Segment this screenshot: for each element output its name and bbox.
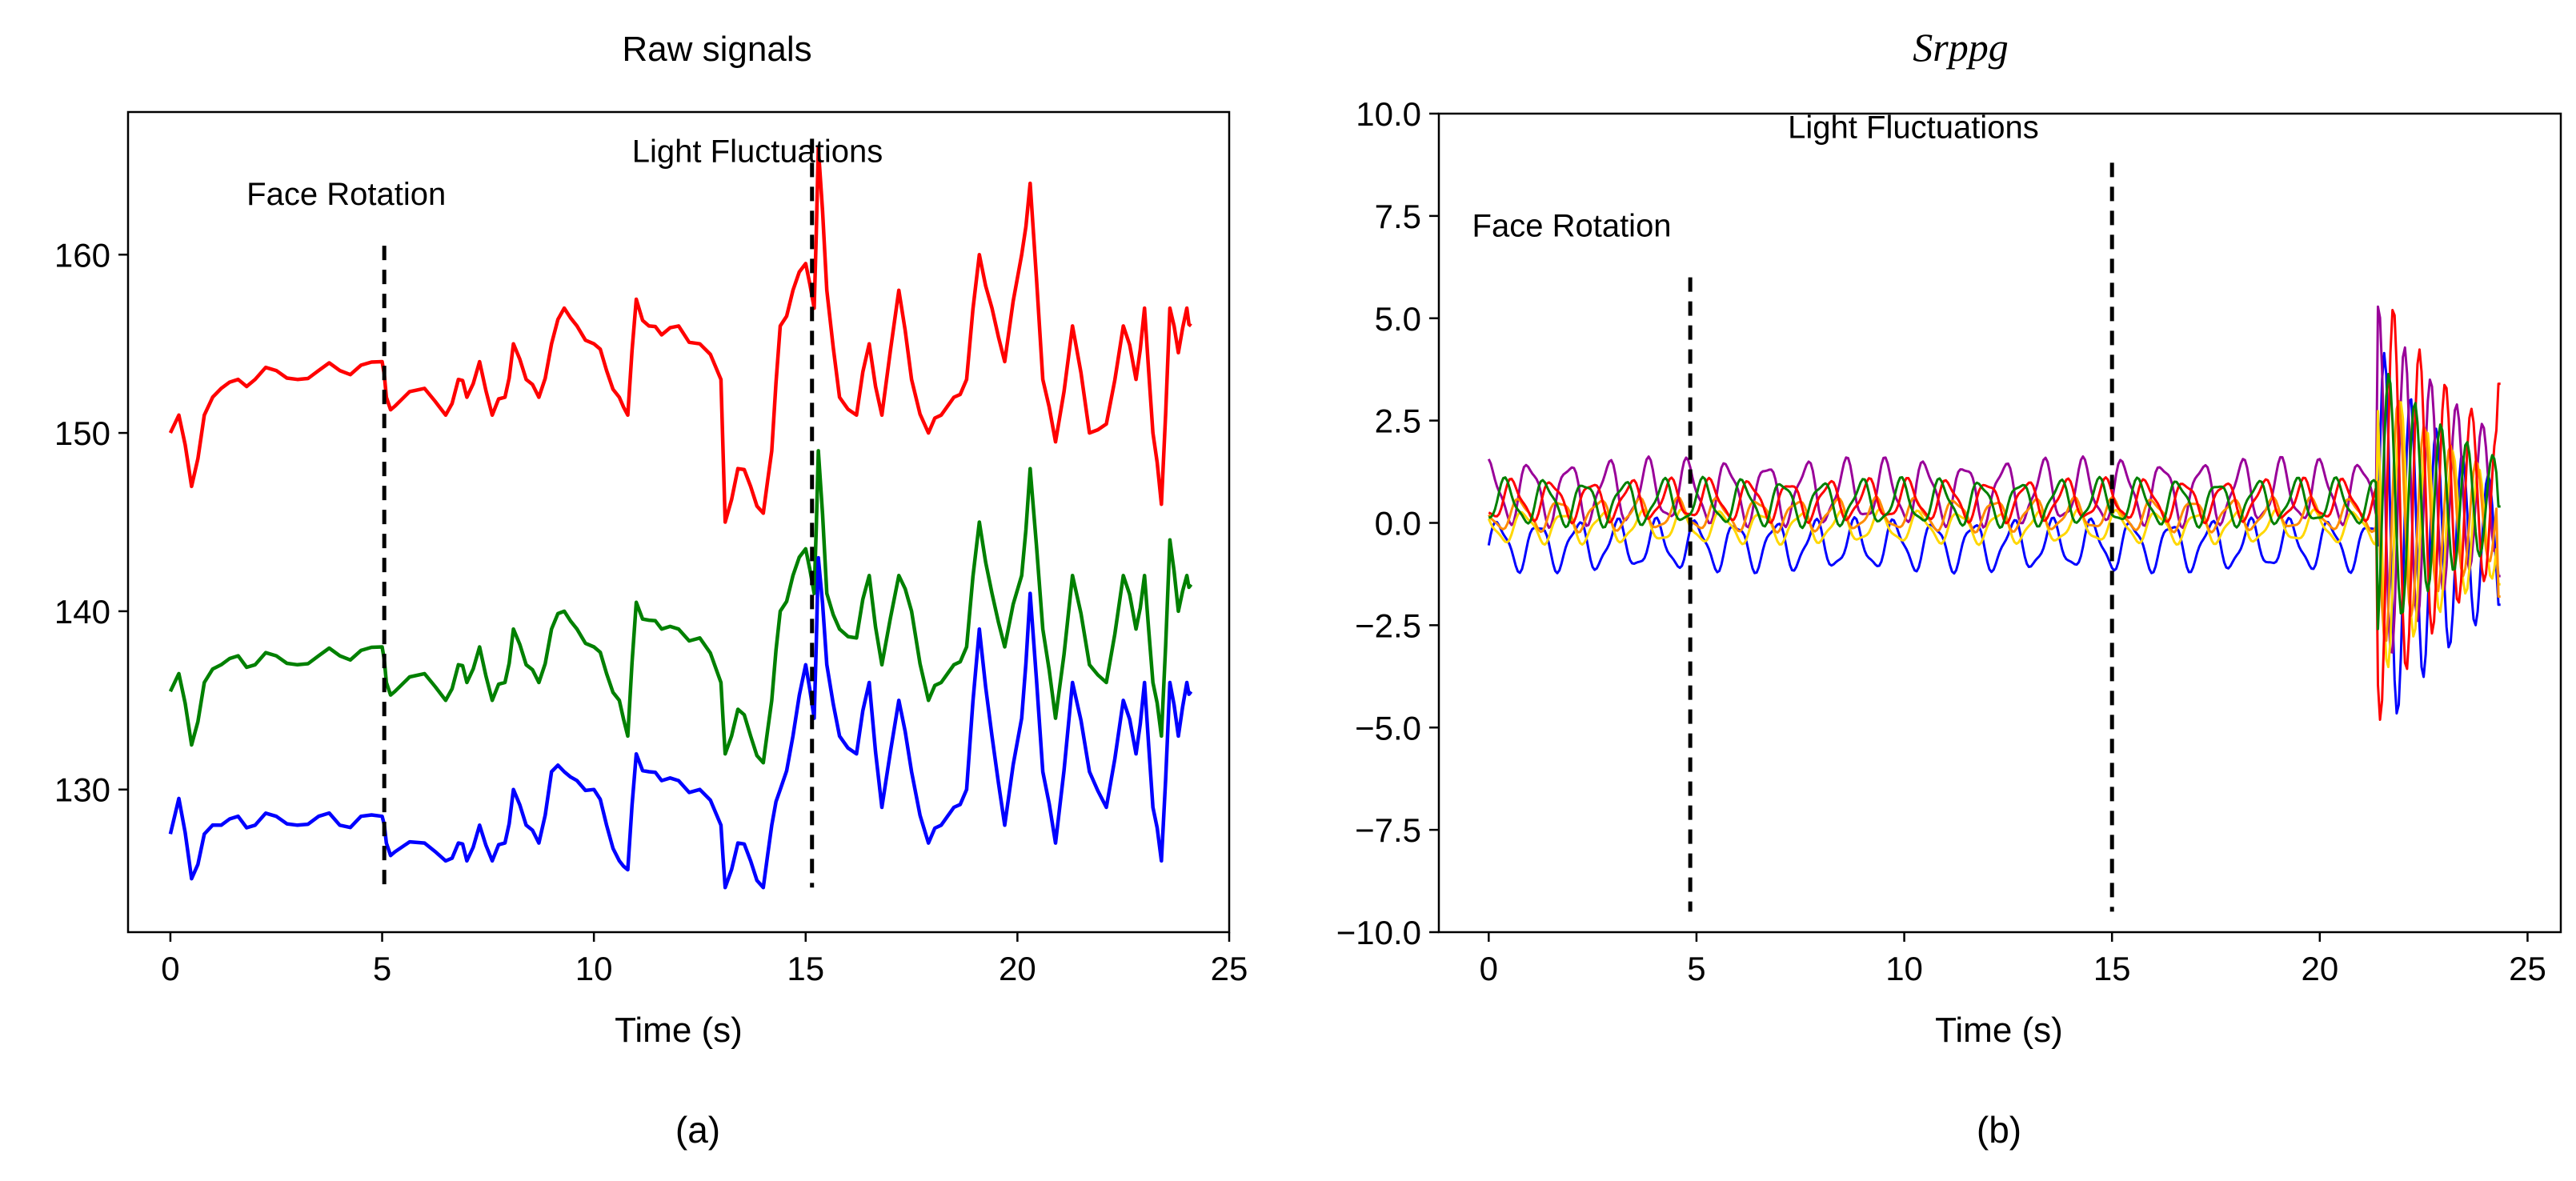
series-line-green <box>1488 373 2501 631</box>
chart-a-frame <box>126 110 1231 934</box>
y-tick-label: −10.0 <box>1336 914 1421 951</box>
chart-a-series <box>168 146 1193 890</box>
y-tick-label: 130 <box>54 771 110 809</box>
panel-a: Raw signals Face Rotation Light Fluctuati… <box>54 30 1248 1151</box>
annotation-label: Face Rotation <box>1472 208 1672 243</box>
y-tick-label: 2.5 <box>1375 402 1421 440</box>
series-line-green <box>168 449 1193 765</box>
chart-a-annotations: Face Rotation Light Fluctuations <box>246 134 883 211</box>
chart-a-vlines <box>382 138 815 888</box>
chart-a-xlabel: Time (s) <box>615 1011 743 1050</box>
y-tick-label: 5.0 <box>1375 300 1421 338</box>
x-tick-label: 15 <box>2093 950 2131 987</box>
series-line-red <box>1488 309 2501 721</box>
x-tick-label: 25 <box>1211 950 1248 987</box>
chart-b-yticks: −10.0 −7.5 −5.0 −2.5 0.0 2.5 5.0 7.5 10.0 <box>1336 95 1439 951</box>
chart-b-series <box>1487 305 2501 721</box>
series-line-blue <box>1487 351 2501 715</box>
x-tick-label: 20 <box>2301 950 2338 987</box>
y-tick-label: 7.5 <box>1375 198 1421 235</box>
chart-a-yticks: 130 140 150 160 <box>54 236 128 809</box>
chart-b-annotations: Face Rotation Light Fluctuations <box>1472 110 2039 244</box>
series-line-blue <box>168 555 1193 890</box>
x-tick-label: 20 <box>999 950 1036 987</box>
x-tick-label: 25 <box>2509 950 2546 987</box>
y-tick-label: −2.5 <box>1355 607 1421 644</box>
x-tick-label: 15 <box>787 950 824 987</box>
caption-a: (a) <box>675 1109 720 1151</box>
x-tick-label: 5 <box>1687 950 1705 987</box>
x-tick-label: 0 <box>1480 950 1498 987</box>
x-tick-label: 10 <box>575 950 613 987</box>
y-tick-label: 150 <box>54 414 110 452</box>
chart-b-title: Srppg <box>1913 25 2008 70</box>
chart-a-xticks: 0 5 10 15 20 25 <box>161 932 1248 987</box>
y-tick-label: 140 <box>54 593 110 631</box>
x-tick-label: 0 <box>161 950 179 987</box>
annotation-label: Light Fluctuations <box>1788 110 2039 146</box>
annotation-label: Light Fluctuations <box>632 134 883 169</box>
panel-b: Srppg Face Rotation Light Fluctuations 0 5… <box>1336 25 2562 1151</box>
y-tick-label: −5.0 <box>1355 709 1421 747</box>
y-tick-label: −7.5 <box>1355 811 1421 849</box>
series-line-red <box>168 146 1192 524</box>
x-tick-label: 5 <box>373 950 391 987</box>
chart-b-xticks: 0 5 10 15 20 25 <box>1480 932 2546 987</box>
y-tick-label: 10.0 <box>1356 95 1421 133</box>
y-tick-label: 0.0 <box>1375 505 1421 542</box>
chart-a-title: Raw signals <box>622 30 811 69</box>
x-tick-label: 10 <box>1885 950 1923 987</box>
series-line-orange <box>1488 399 2501 643</box>
series-line-yellow <box>1487 401 2501 669</box>
caption-b: (b) <box>1977 1109 2021 1151</box>
chart-b-xlabel: Time (s) <box>1935 1011 2063 1050</box>
series-line-purple <box>1487 305 2501 654</box>
chart-b-vlines <box>1688 162 2114 912</box>
y-tick-label: 160 <box>54 236 110 274</box>
annotation-label: Face Rotation <box>246 177 446 212</box>
